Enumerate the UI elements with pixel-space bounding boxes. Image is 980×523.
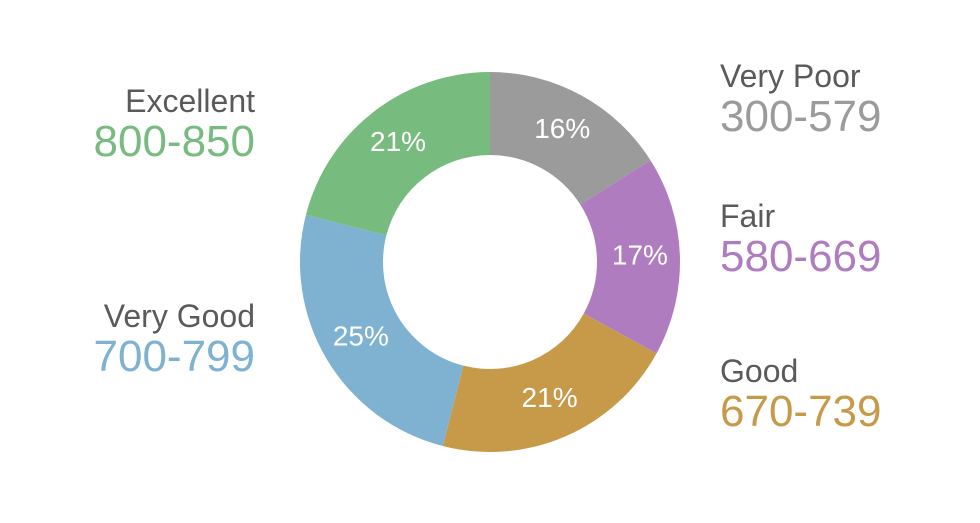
slice-pct-very_poor: 16%: [534, 113, 590, 144]
callout-title: Fair: [720, 200, 881, 234]
callout-very-poor: Very Poor 300-579: [720, 60, 881, 140]
callout-title: Very Good: [94, 300, 255, 334]
callout-range: 580-669: [720, 234, 881, 280]
callout-range: 700-799: [94, 334, 255, 380]
credit-score-donut-chart: 16% 17% 21% 25% 21% Very Poor 300-579 Fair 5…: [0, 0, 980, 523]
callout-excellent: Excellent 800-850: [94, 85, 255, 165]
callout-range: 670-739: [720, 389, 881, 435]
callout-range: 800-850: [94, 119, 255, 165]
callout-very-good: Very Good 700-799: [94, 300, 255, 380]
callout-fair: Fair 580-669: [720, 200, 881, 280]
slice-pct-good: 21%: [522, 382, 578, 413]
slice-pct-excellent: 21%: [370, 126, 426, 157]
callout-good: Good 670-739: [720, 355, 881, 435]
slice-pct-fair: 17%: [612, 240, 668, 271]
callout-title: Good: [720, 355, 881, 389]
callout-title: Excellent: [94, 85, 255, 119]
slice-pct-very_good: 25%: [333, 321, 389, 352]
callout-title: Very Poor: [720, 60, 881, 94]
callout-range: 300-579: [720, 94, 881, 140]
